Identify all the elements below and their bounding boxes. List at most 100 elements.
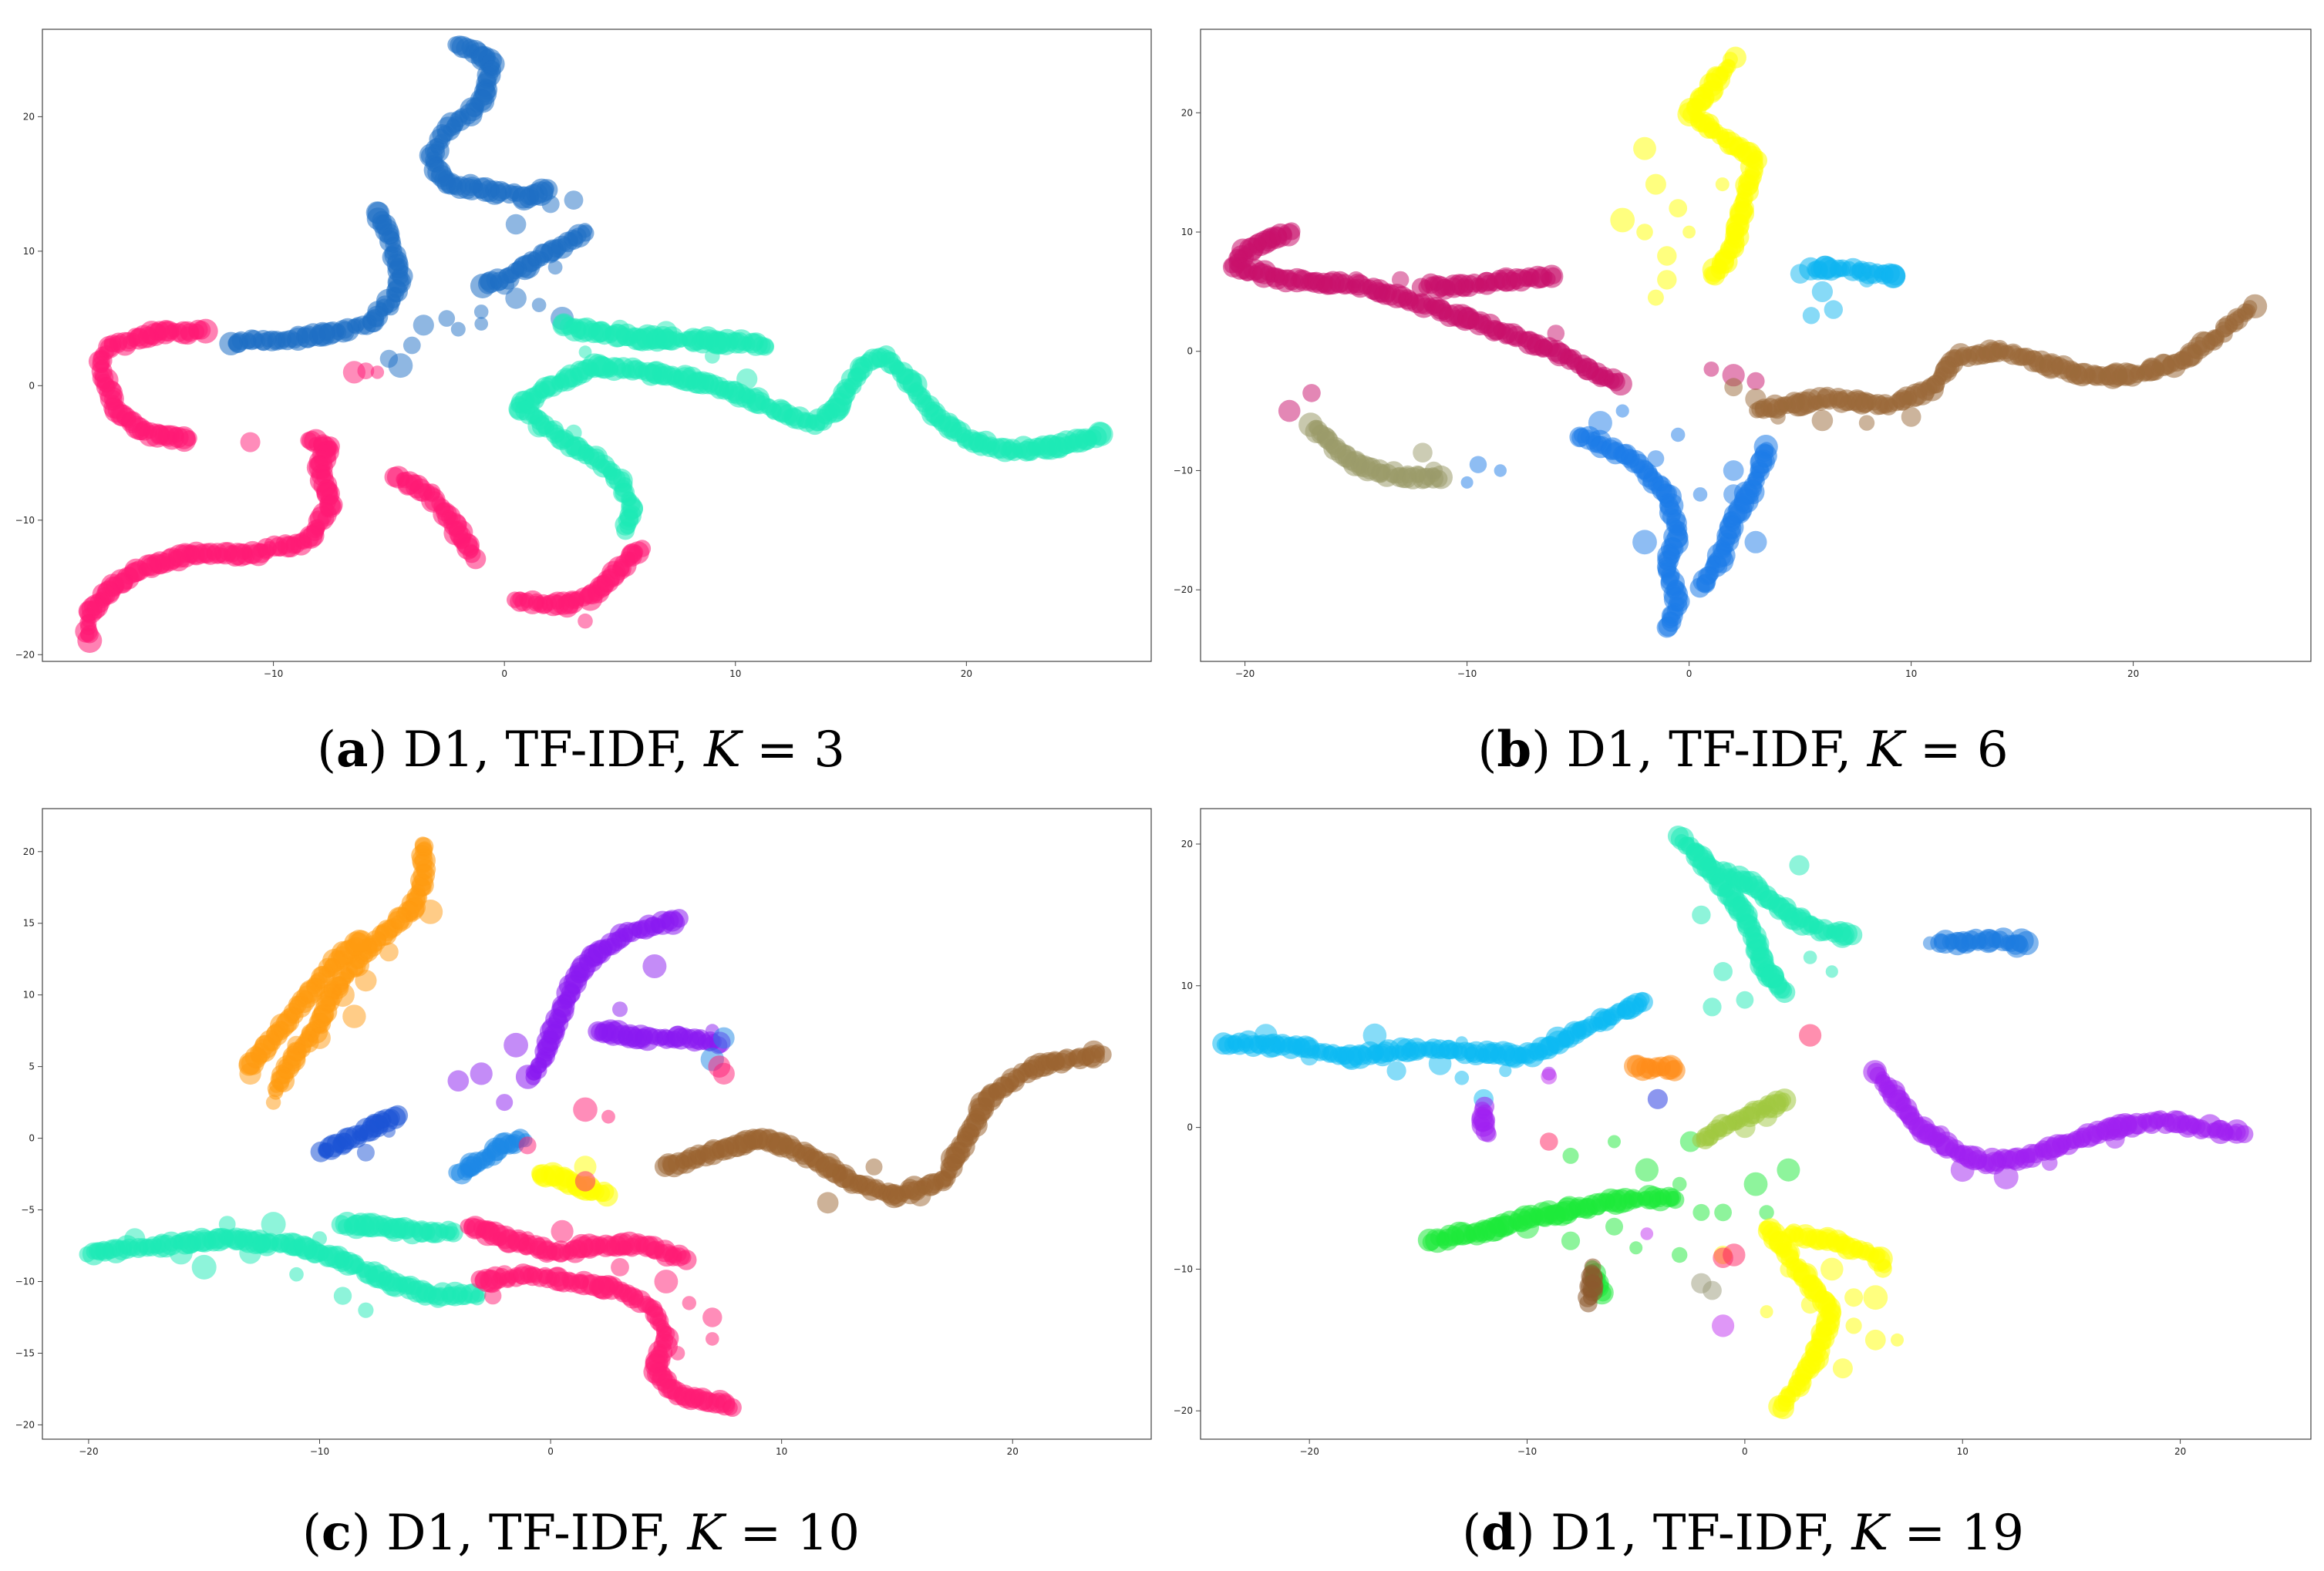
y-tick-label: 20 [23, 846, 35, 857]
cluster-1 [1610, 46, 1767, 306]
data-point [494, 274, 515, 295]
data-point [518, 1136, 537, 1155]
x-tick-label: 0 [1686, 668, 1692, 679]
data-point [1682, 225, 1696, 239]
data-point [473, 304, 489, 319]
chart-panel-b: −20 −10 0 10 20 −20 −10 0 10 20 (b) D1, TF-IDF, K… [1162, 0, 2324, 786]
data-point [1093, 1045, 1112, 1064]
y-tick-label: −20 [15, 649, 35, 660]
data-point [2005, 934, 2029, 958]
data-point [265, 1095, 281, 1110]
data-point [1460, 476, 1474, 489]
data-point [1689, 577, 1710, 598]
data-point [536, 179, 558, 201]
data-point [1859, 271, 1874, 288]
data-point [470, 1062, 493, 1085]
data-point [1666, 1190, 1685, 1209]
scatter-plot-b: −20 −10 0 10 20 −20 −10 0 10 20 [1174, 29, 2312, 679]
data-point [1632, 530, 1657, 555]
chart-panel-d: −20 −10 0 10 20 −20 −10 0 10 20 (d) D1, TF-IDF, K… [1162, 786, 2324, 1571]
data-point [495, 1265, 514, 1284]
caption-a: (a) D1, TF-IDF, K = 3 [317, 721, 845, 779]
y-tick-label: 10 [23, 246, 35, 257]
data-point [1790, 264, 1810, 284]
data-point [181, 430, 197, 446]
cluster-0 [1667, 826, 1863, 1017]
data-point [240, 432, 261, 452]
data-point [1537, 1200, 1561, 1225]
data-point [1703, 265, 1722, 285]
x-tick-label: −20 [79, 1446, 98, 1457]
chart-panel-a: −10 0 10 20 −20 −10 0 10 20 (a) D1, TF-IDF, K = … [0, 0, 1162, 786]
data-point [1891, 1333, 1904, 1347]
data-point [1824, 300, 1843, 319]
x-tick-label: −10 [310, 1446, 329, 1457]
data-point [1922, 936, 1937, 950]
data-point [1455, 1036, 1468, 1049]
data-point [2041, 1155, 2058, 1171]
data-point [1434, 278, 1456, 300]
x-tick-label: 20 [2127, 668, 2139, 679]
data-point [1386, 1061, 1406, 1081]
data-point [2243, 294, 2268, 318]
data-point [1413, 442, 1433, 463]
data-point [1811, 409, 1834, 432]
data-point [1657, 246, 1677, 266]
data-point [1454, 1071, 1470, 1085]
cluster-8 [1624, 1055, 1686, 1082]
data-point [817, 1192, 839, 1214]
data-point [1635, 1158, 1659, 1182]
data-point [418, 900, 443, 924]
y-tick-label: −10 [1174, 465, 1193, 476]
data-point [1712, 1314, 1735, 1337]
cluster-10 [1647, 1088, 1668, 1109]
y-tick-label: 10 [1181, 227, 1193, 237]
data-point [218, 1216, 236, 1233]
y-tick-label: −15 [15, 1347, 35, 1358]
data-point [1955, 939, 1969, 953]
data-point [1647, 1088, 1668, 1109]
data-point [1724, 378, 1743, 397]
data-point [1671, 427, 1686, 442]
data-point [1858, 415, 1875, 431]
cluster-2 [1790, 255, 1906, 325]
y-tick-label: 20 [1181, 839, 1193, 849]
x-tick-label: 10 [729, 668, 741, 679]
data-point [2105, 1129, 2125, 1149]
data-point [1932, 1125, 1950, 1144]
data-point [1544, 267, 1562, 284]
data-point [370, 365, 385, 379]
data-point [1647, 450, 1665, 467]
data-point [1874, 1259, 1892, 1278]
data-point [1469, 456, 1487, 473]
cluster-1 [75, 318, 652, 653]
cluster-0 [238, 836, 443, 1110]
data-point [1723, 460, 1744, 481]
chart-panel-c: −20 −10 0 10 20 −20 −15 −10 −5 0 5 10 15 20 (c) D1, T… [0, 786, 1162, 1571]
cluster-12 [1691, 1273, 1722, 1300]
data-point [289, 1267, 304, 1282]
y-tick-label: 0 [29, 380, 35, 391]
data-point [1845, 1317, 1862, 1334]
data-point [736, 368, 758, 390]
data-point [1672, 1176, 1687, 1192]
x-tick-label: 20 [961, 668, 972, 679]
data-point [770, 1133, 794, 1158]
data-point [1669, 199, 1688, 217]
y-tick-label: 10 [1181, 981, 1193, 991]
data-point [505, 214, 527, 235]
data-point [333, 1287, 352, 1305]
x-tick-label: 10 [1905, 668, 1917, 679]
y-tick-label: −5 [21, 1205, 35, 1216]
data-point [1657, 270, 1677, 290]
data-point [1347, 271, 1365, 288]
data-point [1561, 1231, 1581, 1250]
data-point [1736, 991, 1754, 1009]
data-point [1703, 362, 1719, 377]
data-point [670, 1346, 685, 1361]
data-point [642, 954, 667, 978]
y-tick-label: −10 [15, 1277, 35, 1287]
data-point [1743, 1172, 1768, 1196]
data-point [1300, 1048, 1319, 1066]
y-tick-label: −20 [1174, 1405, 1193, 1416]
